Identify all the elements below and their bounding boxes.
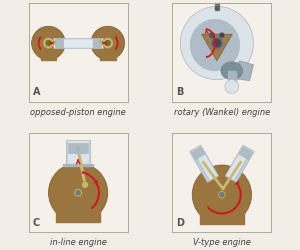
Text: B: B <box>176 86 184 97</box>
Circle shape <box>192 165 252 224</box>
Bar <box>56 210 100 222</box>
Circle shape <box>220 33 224 37</box>
Bar <box>94 38 101 48</box>
Polygon shape <box>225 145 254 182</box>
Circle shape <box>46 40 51 46</box>
Circle shape <box>218 191 226 199</box>
Circle shape <box>215 7 218 10</box>
Circle shape <box>91 26 124 60</box>
Circle shape <box>180 6 254 80</box>
Text: A: A <box>33 86 40 97</box>
Text: rotary (Wankel) engine: rotary (Wankel) engine <box>174 108 270 117</box>
Polygon shape <box>227 61 254 81</box>
Bar <box>228 71 236 85</box>
Polygon shape <box>226 152 248 181</box>
Bar <box>68 143 88 153</box>
Circle shape <box>211 37 223 49</box>
Bar <box>40 54 56 60</box>
Bar <box>63 38 93 48</box>
Bar <box>100 54 116 60</box>
Circle shape <box>32 26 65 60</box>
Circle shape <box>82 181 88 188</box>
Bar <box>53 38 103 48</box>
Circle shape <box>102 38 113 48</box>
Circle shape <box>74 188 82 197</box>
Bar <box>68 141 88 163</box>
Bar <box>63 164 94 166</box>
Ellipse shape <box>190 19 240 71</box>
Circle shape <box>48 163 108 222</box>
Circle shape <box>209 33 214 38</box>
Bar <box>215 4 219 10</box>
Text: in-line engine: in-line engine <box>50 238 106 247</box>
Circle shape <box>105 40 110 46</box>
Text: V-type engine: V-type engine <box>193 238 251 247</box>
Text: C: C <box>33 218 40 228</box>
Bar <box>66 140 91 165</box>
Circle shape <box>220 192 224 197</box>
Polygon shape <box>196 152 218 181</box>
Bar <box>56 38 63 48</box>
Circle shape <box>76 190 80 195</box>
Ellipse shape <box>221 62 243 80</box>
Circle shape <box>43 38 54 48</box>
Circle shape <box>214 40 220 46</box>
Polygon shape <box>191 148 205 160</box>
Circle shape <box>76 147 80 150</box>
Circle shape <box>225 80 239 94</box>
Polygon shape <box>239 148 252 160</box>
Text: opposed-piston engine: opposed-piston engine <box>30 108 126 117</box>
Polygon shape <box>190 145 218 182</box>
Bar <box>200 212 244 224</box>
Text: D: D <box>176 218 184 228</box>
Polygon shape <box>202 34 233 61</box>
